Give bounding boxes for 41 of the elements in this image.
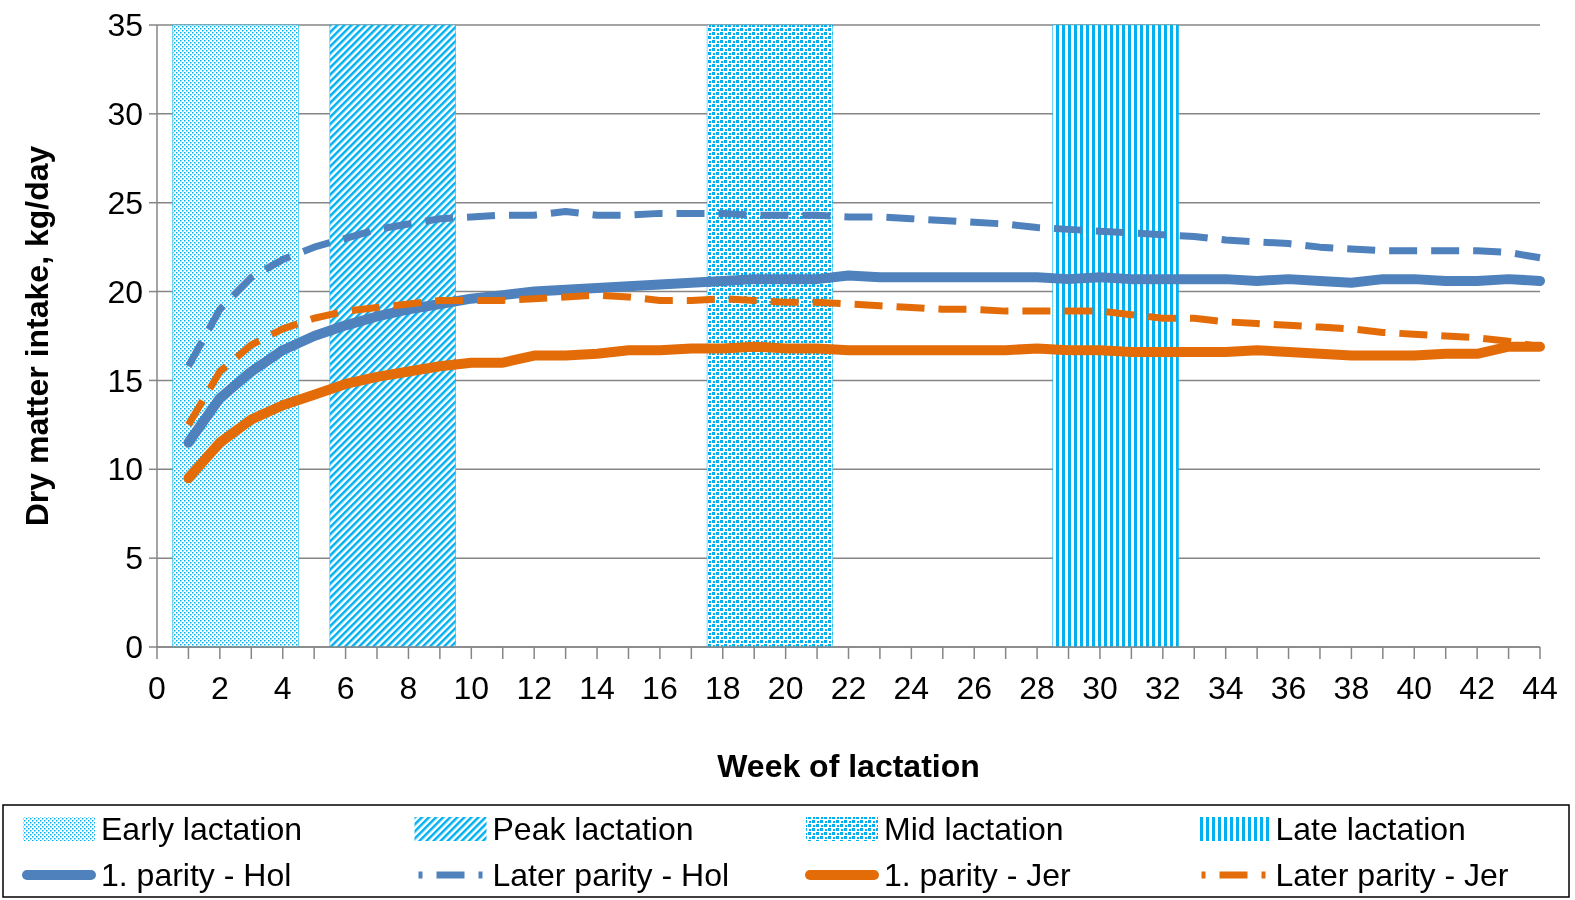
- y-tick-label: 0: [125, 629, 143, 666]
- legend-label: Late lactation: [1275, 811, 1466, 848]
- y-tick-label: 10: [107, 451, 143, 488]
- legend-label: Mid lactation: [884, 811, 1064, 848]
- y-tick-label: 30: [107, 96, 143, 133]
- legend-label: Later parity - Jer: [1275, 857, 1509, 894]
- x-tick-label: 12: [516, 670, 552, 706]
- y-tick-label: 15: [107, 362, 143, 399]
- x-tick-label: 32: [1145, 670, 1181, 706]
- x-tick-label: 28: [1019, 670, 1055, 706]
- x-tick-label: 10: [453, 670, 490, 706]
- x-tick-label: 34: [1207, 670, 1244, 706]
- x-tick-label: 6: [336, 670, 355, 706]
- x-tick-label: 30: [1082, 670, 1118, 706]
- x-tick-label: 4: [273, 670, 292, 706]
- x-tick-label: 38: [1333, 670, 1370, 706]
- y-axis-title: Dry matter intake, kg/day: [19, 145, 55, 527]
- y-tick-label: 25: [107, 184, 143, 221]
- legend-label: 1. parity - Jer: [884, 857, 1072, 894]
- x-tick-label: 18: [704, 670, 741, 706]
- legend-label: Peak lactation: [492, 811, 694, 848]
- x-tick-label: 8: [399, 670, 418, 706]
- y-tick-label: 5: [125, 540, 143, 577]
- x-tick-label: 44: [1522, 670, 1558, 706]
- x-axis-title: Week of lactation: [717, 748, 980, 784]
- x-tick-label: 40: [1396, 670, 1433, 706]
- x-tick-label: 42: [1459, 670, 1495, 706]
- x-tick-label: 22: [830, 670, 867, 706]
- x-tick-label: 14: [579, 670, 615, 706]
- legend-label: Early lactation: [101, 811, 302, 848]
- x-tick-label: 26: [956, 670, 993, 706]
- legend-label: 1. parity - Hol: [101, 857, 292, 894]
- y-tick-label: 20: [107, 273, 143, 310]
- x-tick-label: 2: [210, 670, 229, 706]
- x-tick-label: 0: [148, 670, 166, 706]
- x-tick-label: 24: [893, 670, 930, 706]
- legend-label: Later parity - Hol: [492, 857, 730, 894]
- y-tick-label: 35: [107, 7, 143, 44]
- x-tick-label: 16: [642, 670, 678, 706]
- x-tick-label: 20: [767, 670, 804, 706]
- x-tick-label: 36: [1270, 670, 1307, 706]
